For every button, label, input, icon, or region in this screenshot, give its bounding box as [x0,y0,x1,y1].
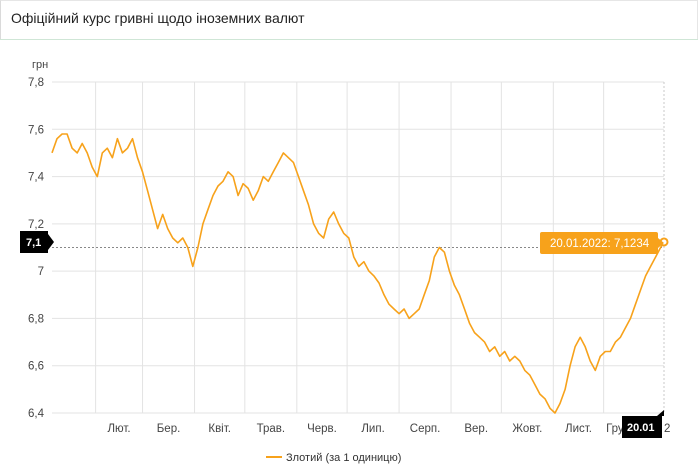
x-crosshair-label: 20.01 [627,422,655,434]
y-tick-label: 7,6 [28,124,44,136]
legend-label: Злотий (за 1 одиницю) [286,452,401,464]
y-tick-label: 6,8 [28,313,44,325]
y-tick-label: 6,6 [28,361,44,373]
series-line[interactable] [51,133,665,414]
legend[interactable]: Злотий (за 1 одиницю) [266,452,401,464]
x-tick-label: Серп. [410,423,441,435]
x-tick-last-fragment: 2 [664,423,670,435]
y-tick-label: 6,4 [28,408,45,420]
page-title: Офіційний курс гривні щодо іноземних вал… [11,10,305,26]
x-axis: Лют. Бер. Квіт. Трав. Черв. Лип. Серп. Вер. Жовт… [108,423,634,435]
y-tick-label: 7,2 [28,219,44,231]
y-tick-label: 7,8 [28,77,44,89]
y-tick-label: 7 [38,266,44,278]
x-tick-label: Квіт. [208,423,231,435]
x-tick-label: Черв. [307,423,337,435]
chart-header: Офіційний курс гривні щодо іноземних вал… [0,0,698,40]
x-tick-label: Бер. [157,423,181,435]
tooltip: 20.01.2022: 7,1234 [540,232,664,254]
tooltip-text: 20.01.2022: 7,1234 [550,238,650,250]
header-underline [0,39,698,40]
y-crosshair-flag: 7,1 [20,231,54,253]
x-tick-label: Жовт. [512,423,542,435]
x-tick-label: Вер. [464,423,488,435]
x-tick-label: Лип. [361,423,384,435]
x-tick-label: Лист. [565,423,592,435]
y-tick-label: 7,4 [28,172,45,184]
y-crosshair-label: 7,1 [26,237,41,249]
y-axis-unit: грн [32,59,48,71]
y-axis: 6,4 6,6 6,8 7 7,2 7,4 7,6 7,8 [28,77,45,420]
grid [52,81,665,414]
x-tick-label: Лют. [108,423,131,435]
x-tick-label: Трав. [257,423,285,435]
x-crosshair-flag: 20.01 [622,410,664,438]
